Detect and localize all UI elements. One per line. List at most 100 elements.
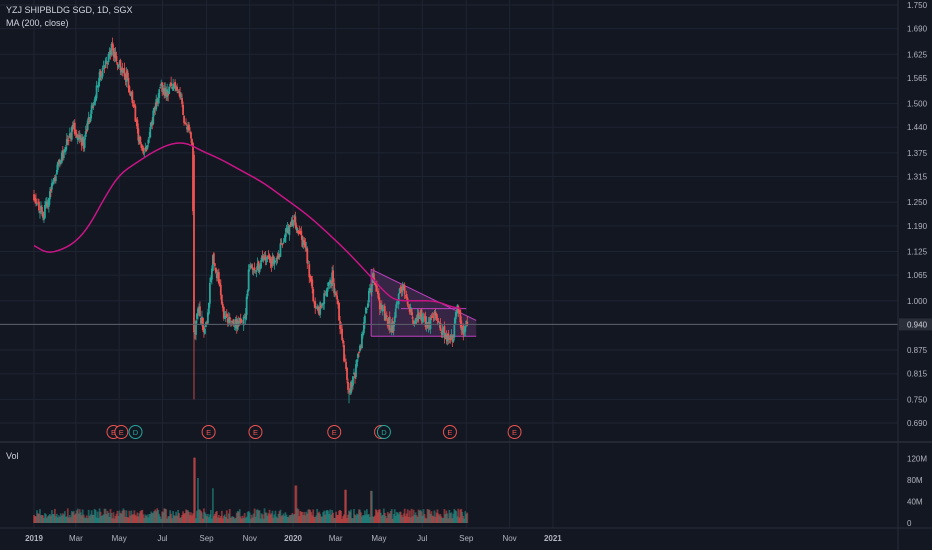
volume-bar	[418, 510, 421, 523]
candle-body	[163, 88, 166, 96]
candle-body	[336, 295, 338, 300]
event-markers[interactable]: EEDEEEEDEE	[106, 425, 522, 439]
volume-bar	[457, 508, 460, 523]
descending-triangle-pattern[interactable]	[370, 268, 477, 337]
candle-body	[389, 330, 392, 332]
price-axis[interactable]: 1.750 1.690 1.625 1.565 1.500 1.440 1.375 1.315…	[899, 1, 932, 428]
candle-body	[392, 322, 395, 331]
volume-bar	[395, 511, 398, 523]
indicator-legend[interactable]: MA (200, close)	[6, 18, 69, 28]
volume-bar	[123, 510, 126, 523]
volume-bar	[157, 509, 160, 523]
volume-bar	[209, 509, 212, 523]
candle-body	[105, 61, 108, 62]
volume-bar	[128, 510, 131, 523]
volume-bar	[358, 509, 360, 523]
candle-body	[69, 133, 72, 139]
volume-bar	[296, 508, 299, 523]
candle-body	[364, 315, 366, 324]
volume-bar	[331, 509, 334, 523]
candle-body	[378, 300, 381, 310]
candle-body	[329, 279, 332, 284]
candle-body	[449, 337, 452, 340]
volume-bar	[137, 516, 140, 523]
volume-bar	[385, 518, 388, 523]
volume-bar	[33, 514, 35, 523]
volume-bar	[319, 513, 322, 523]
candle-body	[356, 359, 358, 367]
volume-axis[interactable]: 120M 80M 40M 0	[907, 455, 927, 528]
volume-bar	[310, 512, 313, 523]
candle-body	[353, 372, 355, 375]
volume-bar	[297, 509, 300, 523]
event-marker-label: E	[447, 428, 452, 437]
volume-bar	[73, 514, 76, 523]
volume-bar	[416, 517, 419, 523]
candle-body	[171, 87, 174, 89]
volume-bar	[254, 516, 257, 523]
candle-body	[217, 272, 220, 284]
candle-body	[36, 204, 38, 206]
volume-bar	[231, 516, 234, 523]
candle-body	[233, 326, 236, 327]
candle-body	[358, 351, 360, 354]
candle-body	[246, 290, 249, 297]
last-price-tag	[899, 318, 932, 331]
candle-body	[276, 255, 279, 259]
candle-body	[106, 62, 109, 64]
candle-body	[196, 313, 198, 319]
price-tick-label: 0.875	[907, 346, 928, 355]
candle-body	[174, 81, 177, 89]
candle-body	[354, 372, 356, 379]
volume-bar	[372, 516, 375, 523]
candle-body	[365, 308, 368, 310]
volume-bar	[80, 515, 83, 523]
grid-lines	[0, 0, 898, 528]
candle-body	[37, 202, 39, 204]
candle-body	[155, 99, 158, 110]
volume-bar	[408, 510, 411, 523]
time-tick-label: 2019	[25, 534, 43, 543]
candle-body	[122, 69, 125, 73]
candle-body	[199, 306, 201, 317]
volume-bar	[324, 514, 327, 523]
volume-bar	[206, 516, 208, 523]
volume-bar	[466, 512, 469, 523]
candle-body	[245, 296, 248, 315]
price-tick-label: 1.000	[907, 297, 928, 306]
candle-body	[293, 215, 296, 219]
volume-bar	[439, 514, 442, 523]
time-axis[interactable]: 2019 Mar May Jul Sep Nov 2020 Mar May Jul Sep Nov 20…	[25, 534, 562, 543]
candle-body	[99, 70, 102, 77]
candle-body	[146, 145, 149, 150]
volume-bar	[284, 512, 287, 523]
volume-bar	[455, 511, 458, 523]
candle-body	[272, 256, 275, 264]
volume-bar	[294, 485, 297, 523]
event-marker-label: E	[119, 428, 124, 437]
volume-bar	[97, 517, 100, 523]
candle-body	[232, 319, 235, 326]
candle-body	[234, 319, 237, 329]
candle-body	[113, 51, 116, 58]
volume-bar	[54, 516, 57, 523]
candle-body	[227, 317, 230, 323]
candle-body	[461, 327, 464, 331]
volume-bar	[101, 515, 104, 523]
volume-bar	[318, 511, 321, 523]
volume-legend[interactable]: Vol	[6, 451, 19, 461]
candle-body	[153, 107, 156, 113]
candle-body	[439, 323, 442, 331]
candle-body	[422, 317, 425, 319]
candle-body	[349, 388, 351, 393]
symbol-legend[interactable]: YZJ SHIPBLDG SGD, 1D, SGX	[6, 5, 133, 15]
volume-bar	[350, 509, 352, 523]
volume-bar	[116, 510, 119, 523]
candle-body	[259, 263, 262, 270]
candle-body	[281, 244, 284, 246]
candle-body	[164, 88, 167, 97]
volume-bar	[239, 516, 242, 523]
earnings-marker	[114, 425, 129, 439]
time-tick-label: May	[371, 534, 386, 543]
